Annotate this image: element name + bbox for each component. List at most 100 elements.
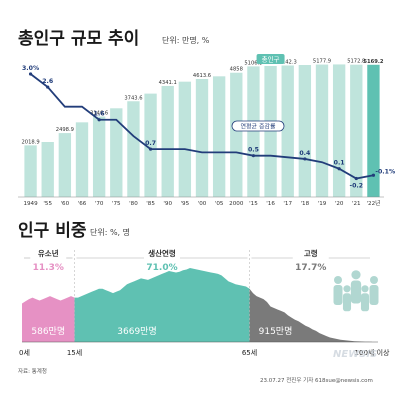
bar [264, 66, 277, 197]
x-tick-label: '66 [78, 201, 87, 207]
highlight-label-box [256, 54, 285, 64]
x-tick-label: '05 [215, 201, 224, 207]
bar-value-label: 5106.9 [244, 60, 262, 66]
group-pct: 11.3% [33, 263, 64, 273]
bar-value-label: 4613.6 [193, 73, 211, 79]
rate-legend-label: 연평균 증감률 [240, 123, 276, 131]
rate-label: -0.1% [375, 168, 395, 175]
age-area-group: 0세 15세 65세 100세 이상 유소년 11.3% 586만명 생산연령 71.0% 366… [19, 248, 390, 357]
highlight-label: 총인구 [262, 55, 280, 64]
bar-value-label: 5172.8 [347, 59, 365, 65]
x-tick-label: '60 [61, 201, 70, 207]
rate-line-group: 3.0%2.6 1.6 0.7 0.5 0.4 0.1 -0.2 -0.1% 연평균 증감률 [22, 65, 395, 190]
bar-value-label: 2018.9 [21, 139, 39, 145]
people-icon [333, 270, 379, 312]
group-name: 생산연령 [148, 248, 176, 258]
bar [178, 81, 192, 197]
rate-label: -0.2 [350, 183, 364, 190]
age-tick-label: 65세 [242, 348, 257, 357]
x-tick-label: '22년 [367, 199, 381, 207]
x-tick-label: '00 [198, 201, 207, 207]
x-tick-label: '21 [352, 201, 361, 207]
bar [75, 122, 89, 197]
bar [58, 133, 72, 197]
x-tick-label: '15 [249, 201, 258, 207]
rate-label: 0.4 [299, 150, 311, 157]
bar [315, 64, 329, 197]
x-ticks-group: 1949 '55 '60 '66 '70 '75 '80 '85 '90 '95 '00 '05 200… [23, 199, 380, 207]
rate-point [97, 118, 101, 122]
x-tick-label: '17 [283, 201, 292, 207]
group-pop: 3669만명 [117, 326, 156, 337]
bar [127, 101, 140, 197]
x-tick-label: '90 [163, 201, 172, 207]
x-tick-label: '16 [266, 201, 275, 207]
group-name: 유소년 [38, 248, 59, 258]
bar [212, 76, 226, 197]
rate-point [251, 154, 256, 158]
bar-value-label: 4858 [230, 67, 243, 73]
source-label: 자료: 통계청 [18, 367, 47, 375]
rate-legend-box [231, 120, 285, 132]
group-pop: 915만명 [259, 326, 293, 337]
rate-point [46, 85, 50, 89]
x-tick-label: '55 [43, 201, 52, 207]
group-pop: 586만명 [31, 326, 65, 337]
x-tick-label: '85 [146, 201, 155, 207]
rate-label: 2.6 [42, 78, 53, 85]
bar [350, 64, 363, 197]
rate-label: 0.5 [248, 147, 259, 154]
bar [195, 78, 209, 197]
bar [247, 66, 260, 197]
bar-value-label: 5142.3 [279, 59, 297, 65]
bar [110, 108, 123, 197]
chart-title: 총인구 규모 추이 [18, 29, 139, 49]
bar [332, 64, 346, 197]
chart-unit: 단위: 만명, % [162, 35, 210, 45]
bar [367, 64, 380, 197]
rate-point [371, 173, 376, 177]
x-tick-label: '75 [112, 201, 121, 207]
group-name: 고령 [304, 248, 318, 258]
bar [298, 65, 312, 197]
rate-label: 0.7 [145, 140, 156, 147]
bar [92, 116, 106, 197]
group-pct: 71.0% [146, 263, 177, 273]
watermark: NEWSIS [333, 349, 377, 360]
rate-label: 1.6 [94, 111, 105, 118]
x-tick-label: '18 [301, 201, 310, 207]
x-tick-label: '70 [95, 201, 104, 207]
x-tick-label: 2000 [229, 201, 244, 207]
rate-point [354, 176, 358, 181]
section2-unit: 단위: %, 명 [90, 227, 130, 237]
rate-line [30, 73, 374, 180]
rate-point [148, 147, 153, 151]
rate-point [303, 157, 307, 161]
credit-label: 23.07.27 전진우 기자 618sue@newsis.com [260, 376, 373, 384]
group-pct: 17.7% [295, 263, 326, 273]
bar-value-label: 5169.2 [363, 59, 383, 65]
bar [161, 85, 174, 197]
bar [24, 145, 37, 197]
bar [144, 93, 157, 197]
age-area-2 [74, 268, 250, 342]
bar [41, 142, 54, 197]
age-tick-label: 100세 이상 [355, 348, 390, 357]
bar-value-label: 5177.9 [313, 59, 331, 65]
bar [281, 65, 294, 197]
section2-title: 인구 비중 [18, 221, 87, 241]
rate-point [28, 72, 33, 76]
x-tick-label: '80 [129, 201, 138, 207]
bar [230, 72, 243, 197]
bar-value-label: 4341.1 [159, 80, 177, 86]
bars-group: 2018.9 2498.9 3146.6 3743.6 4341.1 4613.6 4858… [21, 54, 384, 197]
age-area-3 [249, 288, 372, 342]
x-tick-label: '95 [181, 201, 190, 207]
rate-label: 0.1 [334, 160, 345, 167]
age-tick-label: 15세 [67, 348, 82, 357]
age-tick-label: 0세 [19, 348, 30, 357]
bar-value-label: 3743.6 [124, 95, 142, 101]
x-tick-label: 1949 [23, 201, 38, 207]
rate-point [337, 167, 341, 171]
